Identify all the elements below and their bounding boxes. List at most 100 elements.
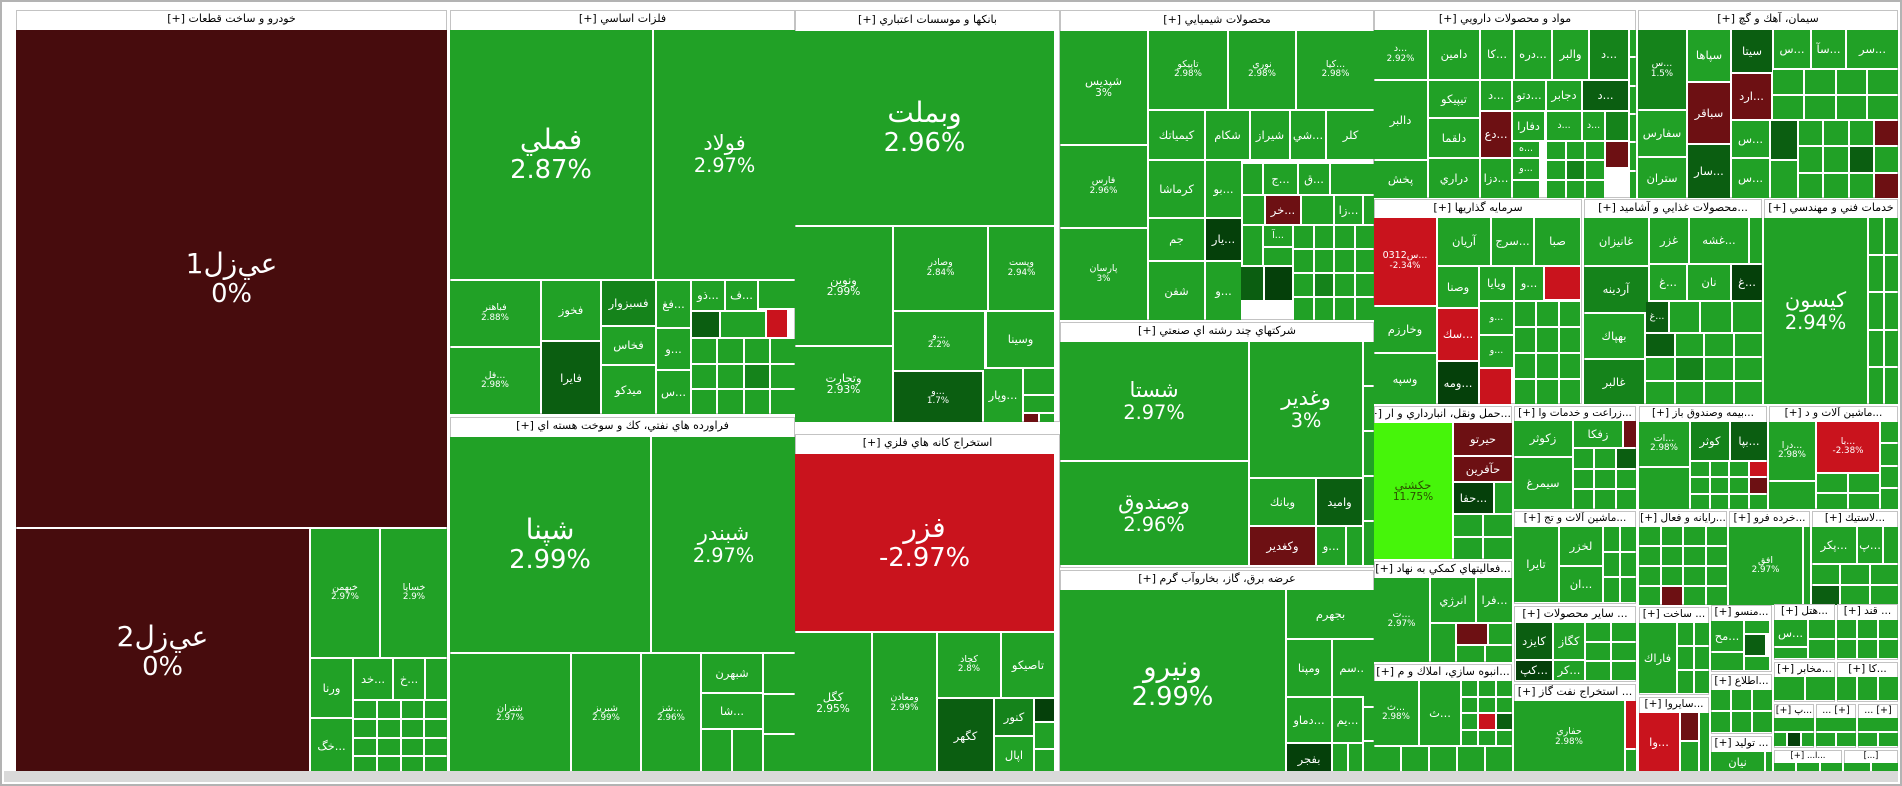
treemap-tile-g1[interactable]: ...و xyxy=(1515,267,1543,300)
treemap-tile-filler[interactable] xyxy=(1705,382,1733,404)
treemap-tile-filler[interactable] xyxy=(1844,763,1870,772)
treemap-tile-g1[interactable]: ومعادن 2.99% xyxy=(873,633,936,774)
treemap-tile-filler[interactable] xyxy=(1734,358,1762,380)
treemap-tile-filler[interactable] xyxy=(1817,474,1847,492)
treemap-tile-g1[interactable]: خساپا 2.9% xyxy=(381,529,447,657)
treemap-tile-filler[interactable] xyxy=(1774,648,1807,658)
treemap-tile-filler[interactable] xyxy=(692,364,717,389)
treemap-tile-m1[interactable]: سباقر xyxy=(1688,83,1730,143)
treemap-tile-r1[interactable]: ...سك xyxy=(1438,309,1478,360)
treemap-tile-filler[interactable] xyxy=(1566,161,1585,179)
treemap-tile-g1[interactable]: وغدير 3% xyxy=(1250,342,1362,477)
treemap-tile-filler[interactable] xyxy=(425,701,447,718)
treemap-tile-filler[interactable] xyxy=(1495,483,1512,513)
treemap-tile-filler[interactable] xyxy=(1431,624,1455,662)
sector-header-conglomerates[interactable]: شركتهاي چند رشته اي صنعتي [+] xyxy=(1061,323,1373,339)
treemap-tile-filler[interactable] xyxy=(1294,250,1313,272)
treemap-tile-g1[interactable]: دالبر xyxy=(1374,81,1427,159)
treemap-tile-g1[interactable]: ...و xyxy=(1317,527,1345,565)
sector-header-other-financial[interactable]: ...سايروا [+] xyxy=(1640,698,1708,710)
treemap-tile-g1[interactable]: ...وپار xyxy=(984,369,1022,422)
treemap-tile-filler[interactable] xyxy=(1314,250,1333,272)
treemap-tile-filler[interactable] xyxy=(1559,354,1580,378)
treemap-tile-filler[interactable] xyxy=(1335,250,1354,272)
treemap-tile-filler[interactable] xyxy=(1035,723,1054,748)
sector-header-power[interactable]: عرضه برق، گاز، بخاروآب گرم [+] xyxy=(1061,571,1373,587)
treemap-tile-filler[interactable] xyxy=(377,701,400,718)
treemap-tile-g1[interactable]: ...ات 2.98% xyxy=(1639,422,1689,466)
treemap-tile-g1[interactable]: ...شز 2.96% xyxy=(642,654,700,774)
treemap-tile-filler[interactable] xyxy=(401,738,424,756)
treemap-tile-g1[interactable]: والبر xyxy=(1553,30,1588,79)
treemap-tile-filler[interactable] xyxy=(764,735,795,774)
treemap-tile-g1[interactable]: فملي 2.87% xyxy=(450,30,652,279)
treemap-tile-g1[interactable]: وصندوق 2.96% xyxy=(1060,462,1248,565)
treemap-tile-g1[interactable]: افق 2.97% xyxy=(1729,527,1802,605)
sector-header-retail[interactable]: ...خرده فرو [+] xyxy=(1730,512,1809,524)
treemap-tile-g1[interactable]: ...كا xyxy=(1481,30,1513,79)
treemap-tile-filler[interactable] xyxy=(1675,382,1703,404)
treemap-tile-filler[interactable] xyxy=(767,310,787,337)
treemap-tile-g1[interactable]: ...ه xyxy=(1513,142,1539,157)
treemap-tile-filler[interactable] xyxy=(1537,354,1558,378)
treemap-tile-g1[interactable]: ...د xyxy=(1583,112,1604,140)
treemap-tile-m1[interactable]: ...خر xyxy=(1266,196,1300,224)
treemap-tile-g1[interactable]: وسپه xyxy=(1374,354,1436,404)
treemap-tile-g2[interactable]: كوثر xyxy=(1691,422,1729,460)
treemap-tile-g1[interactable]: خبهمن 2.97% xyxy=(311,529,379,657)
treemap-tile-filler[interactable] xyxy=(1604,552,1619,577)
treemap-tile-filler[interactable] xyxy=(1749,478,1767,493)
treemap-tile-filler[interactable] xyxy=(1496,730,1512,745)
treemap-tile-g1[interactable]: ونيرو 2.99% xyxy=(1060,590,1285,774)
treemap-tile-filler[interactable] xyxy=(1462,681,1478,696)
treemap-tile-filler[interactable] xyxy=(1364,522,1374,565)
treemap-tile-filler[interactable] xyxy=(354,757,376,774)
sector-header-basic-metals[interactable]: فلزات اساسي [+] xyxy=(451,11,794,27)
treemap-tile-g1[interactable]: ...فرا xyxy=(1477,578,1512,622)
treemap-tile-filler[interactable] xyxy=(1837,640,1856,658)
treemap-tile-filler[interactable] xyxy=(1574,449,1594,468)
treemap-tile-filler[interactable] xyxy=(1646,382,1674,404)
treemap-tile-g1[interactable]: فخوز xyxy=(542,281,600,340)
treemap-tile-filler[interactable] xyxy=(1559,380,1580,404)
treemap-tile-filler[interactable] xyxy=(1874,147,1898,172)
treemap-tile-filler[interactable] xyxy=(1559,328,1580,352)
treemap-tile-filler[interactable] xyxy=(1705,334,1733,356)
treemap-tile-g1[interactable]: ...ت 2.97% xyxy=(1374,578,1429,662)
treemap-tile-filler[interactable] xyxy=(1348,744,1362,774)
treemap-tile-g1[interactable]: لخزر xyxy=(1560,527,1602,565)
sector-header-agriculture[interactable]: ...زراعت و خدمات وا [+] xyxy=(1515,407,1635,419)
sector-header-chemicals[interactable]: محصولات شيميايي [+] xyxy=(1061,11,1373,28)
treemap-tile-g1[interactable]: ...و 2.2% xyxy=(894,312,984,370)
treemap-tile-filler[interactable] xyxy=(1355,250,1374,272)
treemap-tile-filler[interactable] xyxy=(1812,586,1840,605)
treemap-tile-filler[interactable] xyxy=(1734,334,1762,356)
treemap-tile-g1[interactable]: آريان xyxy=(1438,218,1490,265)
treemap-tile-filler[interactable] xyxy=(1479,714,1495,729)
treemap-tile-filler[interactable] xyxy=(1773,95,1803,119)
treemap-tile-filler[interactable] xyxy=(1732,690,1751,710)
treemap-tile-filler[interactable] xyxy=(1841,586,1869,605)
treemap-tile-filler[interactable] xyxy=(1816,733,1835,746)
treemap-tile-g1[interactable]: ...آ xyxy=(1264,226,1292,246)
treemap-tile-filler[interactable] xyxy=(721,312,765,337)
treemap-tile-g1[interactable]: وصادر 2.84% xyxy=(894,227,987,310)
treemap-tile-g1[interactable]: شفن xyxy=(1149,262,1204,320)
treemap-tile-g1[interactable]: وسينا xyxy=(987,312,1054,367)
treemap-tile-filler[interactable] xyxy=(744,339,769,363)
treemap-tile-g1[interactable]: ...ث 2.98% xyxy=(1374,681,1418,745)
treemap-tile-filler[interactable] xyxy=(1681,713,1698,740)
treemap-tile-filler[interactable] xyxy=(1639,587,1660,605)
treemap-tile-g1[interactable]: جم xyxy=(1149,219,1204,260)
treemap-tile-g1[interactable]: شستا 2.97% xyxy=(1060,342,1248,460)
treemap-tile-filler[interactable] xyxy=(718,364,743,389)
treemap-tile-filler[interactable] xyxy=(1265,267,1292,300)
treemap-tile-g1[interactable]: ...س xyxy=(657,371,690,414)
treemap-tile-g3[interactable]: كگهر xyxy=(938,699,993,774)
treemap-tile-g1[interactable]: ...و xyxy=(1480,302,1513,334)
treemap-tile-filler[interactable] xyxy=(1817,494,1847,509)
treemap-tile-filler[interactable] xyxy=(1559,302,1580,326)
treemap-tile-filler[interactable] xyxy=(1869,330,1883,367)
treemap-tile-g1[interactable]: حفاري 2.98% xyxy=(1514,701,1624,774)
treemap-tile-filler[interactable] xyxy=(1374,747,1400,774)
